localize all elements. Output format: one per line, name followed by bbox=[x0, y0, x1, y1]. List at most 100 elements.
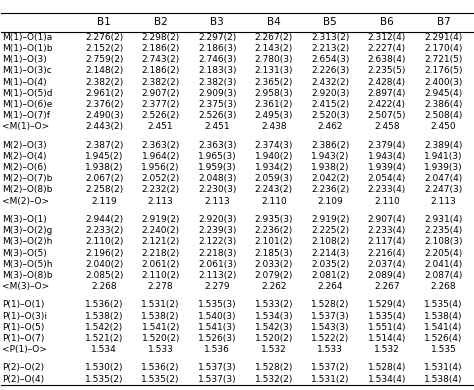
Text: 2.117(4): 2.117(4) bbox=[368, 237, 406, 246]
Text: 2.400(3): 2.400(3) bbox=[424, 78, 463, 87]
Text: B6: B6 bbox=[380, 17, 394, 27]
Text: 2.131(3): 2.131(3) bbox=[255, 66, 293, 75]
Text: 2.379(4): 2.379(4) bbox=[368, 141, 406, 150]
Text: 2.110(2): 2.110(2) bbox=[141, 271, 180, 280]
Text: 1.526(4): 1.526(4) bbox=[424, 334, 463, 343]
Text: M(2)–O(3): M(2)–O(3) bbox=[2, 141, 47, 150]
Text: 1.964(2): 1.964(2) bbox=[141, 152, 180, 161]
Text: 2.061(3): 2.061(3) bbox=[198, 260, 237, 269]
Text: 2.276(2): 2.276(2) bbox=[85, 33, 123, 42]
Text: 2.958(3): 2.958(3) bbox=[255, 89, 293, 98]
Text: 1.532: 1.532 bbox=[374, 345, 400, 354]
Text: 2.085(2): 2.085(2) bbox=[85, 271, 123, 280]
Text: 2.268: 2.268 bbox=[430, 282, 456, 291]
Text: 2.247(3): 2.247(3) bbox=[424, 186, 463, 195]
Text: 1.939(4): 1.939(4) bbox=[368, 163, 406, 172]
Text: 2.230(3): 2.230(3) bbox=[198, 186, 237, 195]
Text: 2.232(2): 2.232(2) bbox=[142, 186, 180, 195]
Text: 1.534(3): 1.534(3) bbox=[255, 312, 293, 321]
Text: 1.535(4): 1.535(4) bbox=[368, 312, 406, 321]
Text: 2.931(4): 2.931(4) bbox=[424, 215, 463, 224]
Text: 2.298(2): 2.298(2) bbox=[142, 33, 180, 42]
Text: 2.490(3): 2.490(3) bbox=[85, 111, 123, 120]
Text: 2.375(3): 2.375(3) bbox=[198, 100, 237, 109]
Text: 2.961(2): 2.961(2) bbox=[85, 89, 123, 98]
Text: 2.382(3): 2.382(3) bbox=[198, 78, 237, 87]
Text: 2.214(3): 2.214(3) bbox=[311, 248, 349, 257]
Text: 2.462: 2.462 bbox=[318, 122, 343, 131]
Text: P(2)–O(4): P(2)–O(4) bbox=[2, 375, 45, 384]
Text: 2.110: 2.110 bbox=[261, 197, 287, 206]
Text: 2.110(2): 2.110(2) bbox=[85, 237, 123, 246]
Text: 1.531(4): 1.531(4) bbox=[424, 363, 463, 372]
Text: 2.520(3): 2.520(3) bbox=[311, 111, 349, 120]
Text: B7: B7 bbox=[437, 17, 450, 27]
Text: 2.185(3): 2.185(3) bbox=[255, 248, 293, 257]
Text: 2.920(3): 2.920(3) bbox=[198, 215, 237, 224]
Text: M(1)–O(6)e: M(1)–O(6)e bbox=[2, 100, 53, 109]
Text: 1.945(2): 1.945(2) bbox=[85, 152, 123, 161]
Text: 2.235(5): 2.235(5) bbox=[368, 66, 406, 75]
Text: 1.956(2): 1.956(2) bbox=[141, 163, 180, 172]
Text: 2.113: 2.113 bbox=[148, 197, 173, 206]
Text: 2.363(3): 2.363(3) bbox=[198, 141, 237, 150]
Text: B1: B1 bbox=[97, 17, 111, 27]
Text: <M(2)–O>: <M(2)–O> bbox=[2, 197, 49, 206]
Text: 1.532(2): 1.532(2) bbox=[255, 375, 293, 384]
Text: 2.113(2): 2.113(2) bbox=[198, 271, 237, 280]
Text: 2.443(2): 2.443(2) bbox=[85, 122, 123, 131]
Text: 2.067(2): 2.067(2) bbox=[85, 174, 123, 183]
Text: 2.944(2): 2.944(2) bbox=[85, 215, 123, 224]
Text: 2.264: 2.264 bbox=[318, 282, 343, 291]
Text: M(2)–O(7)b: M(2)–O(7)b bbox=[2, 174, 53, 183]
Text: 2.176(5): 2.176(5) bbox=[424, 66, 463, 75]
Text: 1.535(2): 1.535(2) bbox=[85, 375, 123, 384]
Text: 1.542(3): 1.542(3) bbox=[255, 323, 293, 332]
Text: 1.537(2): 1.537(2) bbox=[311, 363, 349, 372]
Text: 1.520(2): 1.520(2) bbox=[255, 334, 293, 343]
Text: 2.040(2): 2.040(2) bbox=[85, 260, 123, 269]
Text: 2.225(2): 2.225(2) bbox=[311, 226, 349, 235]
Text: 2.382(2): 2.382(2) bbox=[142, 78, 180, 87]
Text: 2.108(3): 2.108(3) bbox=[424, 237, 463, 246]
Text: 1.537(3): 1.537(3) bbox=[198, 375, 237, 384]
Text: 1.943(2): 1.943(2) bbox=[311, 152, 349, 161]
Text: 2.089(4): 2.089(4) bbox=[368, 271, 406, 280]
Text: M(2)–O(8)b: M(2)–O(8)b bbox=[2, 186, 53, 195]
Text: 2.148(2): 2.148(2) bbox=[85, 66, 123, 75]
Text: 2.365(2): 2.365(2) bbox=[255, 78, 293, 87]
Text: 1.528(4): 1.528(4) bbox=[368, 363, 406, 372]
Text: 2.227(4): 2.227(4) bbox=[368, 44, 406, 53]
Text: 1.533: 1.533 bbox=[148, 345, 173, 354]
Text: 2.216(4): 2.216(4) bbox=[368, 248, 406, 257]
Text: 2.233(4): 2.233(4) bbox=[368, 226, 406, 235]
Text: M(1)–O(3)c: M(1)–O(3)c bbox=[2, 66, 52, 75]
Text: 1.535(2): 1.535(2) bbox=[141, 375, 180, 384]
Text: 1.528(2): 1.528(2) bbox=[255, 363, 293, 372]
Text: B3: B3 bbox=[210, 17, 224, 27]
Text: M(2)–O(6): M(2)–O(6) bbox=[2, 163, 47, 172]
Text: 1.939(3): 1.939(3) bbox=[424, 163, 463, 172]
Text: P(2)–O(2): P(2)–O(2) bbox=[2, 363, 45, 372]
Text: 2.907(4): 2.907(4) bbox=[368, 215, 406, 224]
Text: 2.186(2): 2.186(2) bbox=[141, 66, 180, 75]
Text: 2.919(2): 2.919(2) bbox=[141, 215, 180, 224]
Text: 2.119: 2.119 bbox=[91, 197, 117, 206]
Text: 2.218(3): 2.218(3) bbox=[198, 248, 237, 257]
Text: 2.041(4): 2.041(4) bbox=[424, 260, 463, 269]
Text: 2.218(2): 2.218(2) bbox=[142, 248, 180, 257]
Text: M(3)–O(2)h: M(3)–O(2)h bbox=[2, 237, 53, 246]
Text: 1.531(2): 1.531(2) bbox=[141, 300, 180, 309]
Text: 1.938(2): 1.938(2) bbox=[85, 163, 123, 172]
Text: M(1)–O(1)b: M(1)–O(1)b bbox=[2, 44, 53, 53]
Text: 1.528(2): 1.528(2) bbox=[311, 300, 349, 309]
Text: 2.313(2): 2.313(2) bbox=[311, 33, 349, 42]
Text: P(1)–O(5): P(1)–O(5) bbox=[2, 323, 45, 332]
Text: 1.542(2): 1.542(2) bbox=[85, 323, 123, 332]
Text: 2.920(3): 2.920(3) bbox=[311, 89, 349, 98]
Text: 2.278: 2.278 bbox=[148, 282, 173, 291]
Text: 1.538(4): 1.538(4) bbox=[424, 312, 463, 321]
Text: 2.458: 2.458 bbox=[374, 122, 400, 131]
Text: 2.081(2): 2.081(2) bbox=[311, 271, 349, 280]
Text: 1.934(2): 1.934(2) bbox=[255, 163, 293, 172]
